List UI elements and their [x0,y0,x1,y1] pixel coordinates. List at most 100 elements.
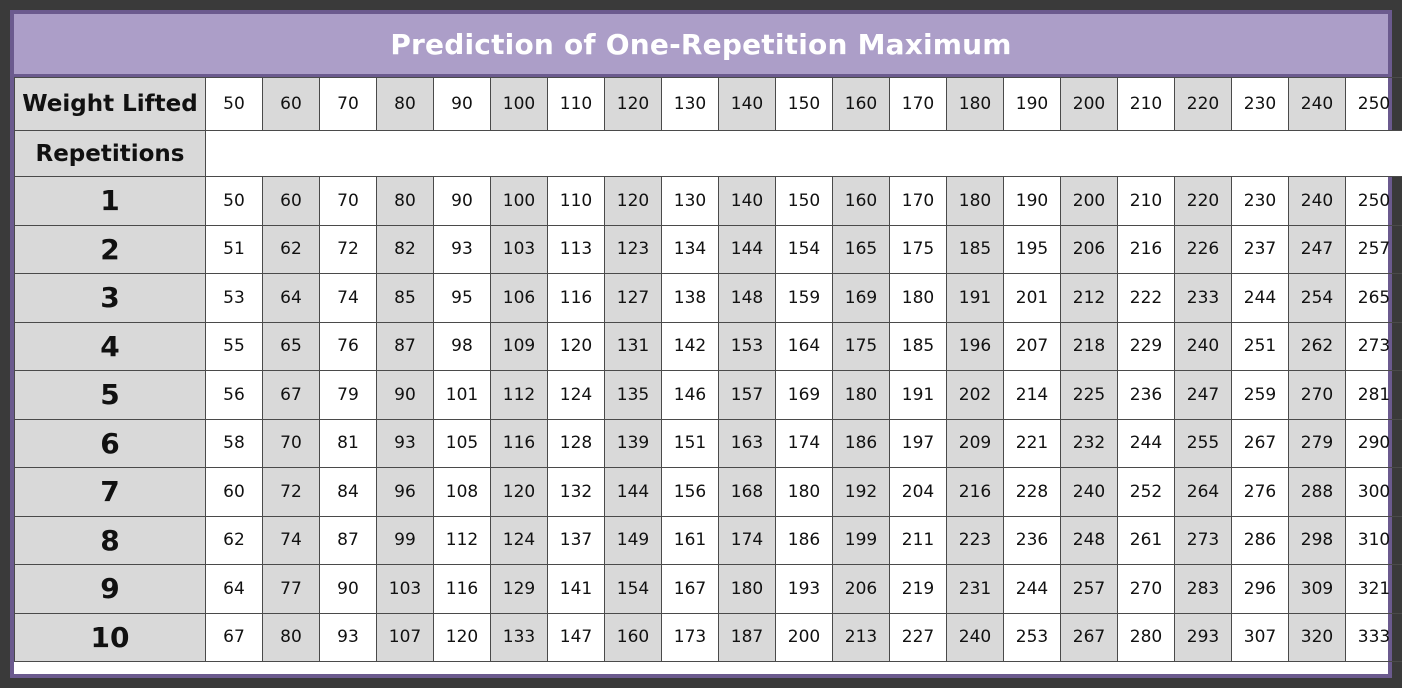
table-cell: 169 [832,273,890,323]
table-cell: 170 [889,176,947,226]
table-cell: 236 [1117,370,1175,420]
table-cell: 160 [832,176,890,226]
table-cell: 200 [1060,176,1118,226]
table-cell: 129 [490,564,548,614]
table-cell: 127 [604,273,662,323]
table-cell: 210 [1117,176,1175,226]
table-cell: 257 [1345,224,1402,274]
table-cell: 60 [262,176,320,226]
weight-header-cell: 50 [205,77,263,131]
table-cell: 192 [832,467,890,517]
weight-header-cell: 140 [718,77,776,131]
table-cell: 55 [205,321,263,371]
table-cell: 120 [433,612,491,662]
table-cell: 106 [490,273,548,323]
table-cell: 116 [490,418,548,468]
table-cell: 273 [1345,321,1402,371]
table-cell: 81 [319,418,377,468]
repetition-count: 2 [14,224,206,274]
table-cell: 211 [889,515,947,565]
weight-header-cell: 160 [832,77,890,131]
table-cell: 80 [376,176,434,226]
table-cell: 124 [490,515,548,565]
table-cell: 85 [376,273,434,323]
table-cell: 255 [1174,418,1232,468]
table-cell: 200 [775,612,833,662]
table-cell: 251 [1231,321,1289,371]
table-cell: 87 [319,515,377,565]
table-cell: 98 [433,321,491,371]
table-cell: 218 [1060,321,1118,371]
one-rep-max-table: Weight Lifted 50 60 70 80 90 100 110 120 130 140 1… [14,77,1402,662]
table-cell: 199 [832,515,890,565]
table-row: 4 55 65 76 87 98 109 120 131 142 153 164 175 185 196 20… [14,321,1402,371]
table-cell: 62 [205,515,263,565]
table-cell: 270 [1288,370,1346,420]
table-cell: 296 [1231,564,1289,614]
table-cell: 281 [1345,370,1402,420]
table-cell: 300 [1345,467,1402,517]
table-cell: 142 [661,321,719,371]
table-cell: 113 [547,224,605,274]
table-cell: 244 [1231,273,1289,323]
table-cell: 288 [1288,467,1346,517]
table-cell: 186 [775,515,833,565]
table-cell: 283 [1174,564,1232,614]
weight-header-row: Weight Lifted 50 60 70 80 90 100 110 120 130 140 1… [14,77,1402,131]
table-cell: 141 [547,564,605,614]
table-cell: 84 [319,467,377,517]
table-cell: 109 [490,321,548,371]
table-cell: 193 [775,564,833,614]
table-cell: 236 [1003,515,1061,565]
table-cell: 160 [604,612,662,662]
table-cell: 250 [1345,176,1402,226]
table-cell: 124 [547,370,605,420]
table-cell: 280 [1117,612,1175,662]
table-cell: 64 [262,273,320,323]
table-cell: 150 [775,176,833,226]
weight-header-cell: 100 [490,77,548,131]
table-cell: 67 [205,612,263,662]
table-cell: 226 [1174,224,1232,274]
table-cell: 209 [946,418,1004,468]
table-cell: 56 [205,370,263,420]
table-cell: 53 [205,273,263,323]
weight-header-cell: 70 [319,77,377,131]
table-cell: 120 [490,467,548,517]
repetition-count: 4 [14,321,206,371]
table-cell: 175 [889,224,947,274]
weight-header-cell: 200 [1060,77,1118,131]
weight-header-cell: 60 [262,77,320,131]
weight-header-cell: 240 [1288,77,1346,131]
table-frame: Prediction of One-Repetition Maximum Wei… [10,10,1402,678]
table-cell: 138 [661,273,719,323]
table-cell: 206 [832,564,890,614]
table-cell: 185 [946,224,1004,274]
table-cell: 154 [775,224,833,274]
table-cell: 62 [262,224,320,274]
table-cell: 64 [205,564,263,614]
table-cell: 310 [1345,515,1402,565]
table-cell: 144 [718,224,776,274]
table-cell: 298 [1288,515,1346,565]
table-cell: 240 [1174,321,1232,371]
weight-header-cell: 150 [775,77,833,131]
table-cell: 231 [946,564,1004,614]
table-cell: 67 [262,370,320,420]
table-cell: 168 [718,467,776,517]
table-cell: 70 [319,176,377,226]
table-cell: 116 [433,564,491,614]
table-cell: 96 [376,467,434,517]
table-cell: 140 [718,176,776,226]
table-cell: 253 [1003,612,1061,662]
table-cell: 279 [1288,418,1346,468]
table-cell: 90 [319,564,377,614]
table-cell: 103 [490,224,548,274]
weight-header-cell: 110 [547,77,605,131]
table-cell: 153 [718,321,776,371]
weight-header-cell: 80 [376,77,434,131]
table-cell: 219 [889,564,947,614]
table-cell: 58 [205,418,263,468]
table-cell: 93 [376,418,434,468]
table-cell: 227 [889,612,947,662]
